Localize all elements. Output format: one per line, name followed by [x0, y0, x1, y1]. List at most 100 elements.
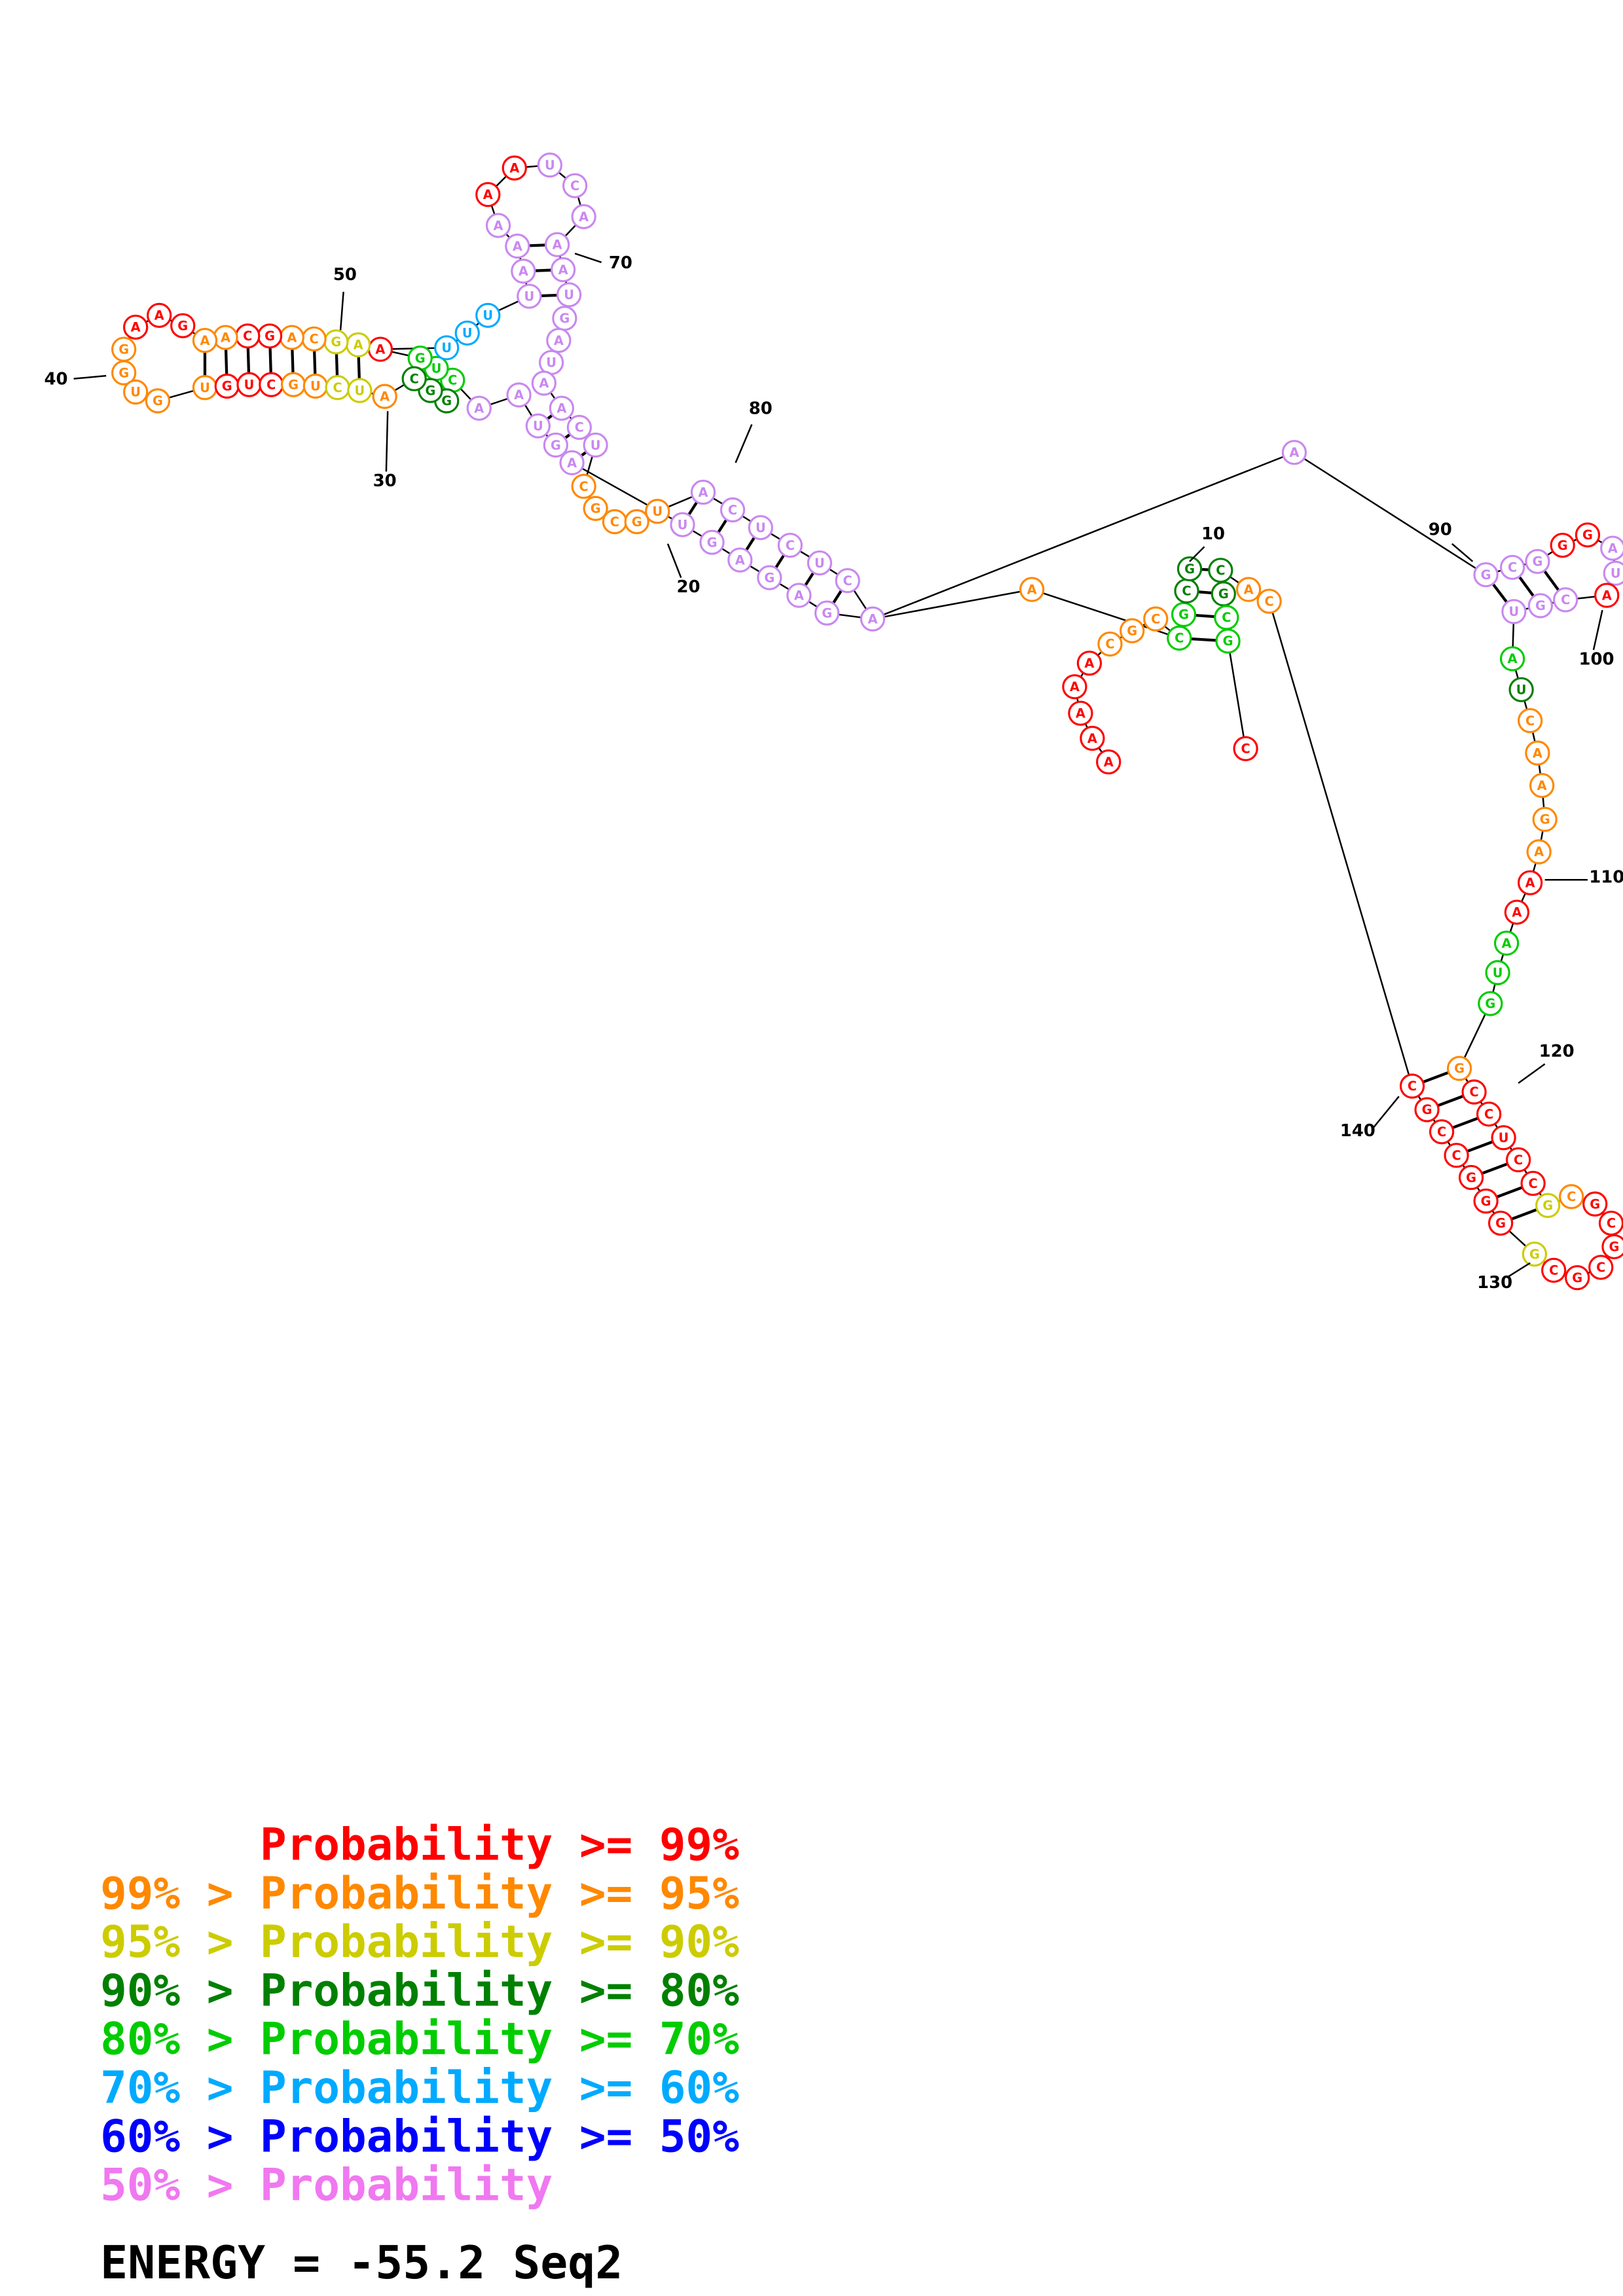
- nucleotide: [1080, 725, 1105, 751]
- label-tick-line: [1506, 1262, 1531, 1279]
- nucleotide: [1019, 577, 1045, 602]
- nucleotide: [583, 432, 608, 458]
- nucleotide: [566, 414, 593, 440]
- nucleotide-letter: A: [287, 330, 297, 345]
- nucleotide: [1096, 749, 1122, 775]
- nucleotide: [1553, 587, 1578, 613]
- nucleotide: [475, 302, 501, 328]
- nucleotide-letter: C: [333, 380, 342, 395]
- nucleotide: [537, 152, 562, 178]
- nucleotide-letter: A: [375, 342, 385, 357]
- nucleotide: [466, 395, 492, 421]
- nucleotide-letter: A: [1087, 731, 1097, 746]
- nucleotide: [777, 532, 803, 558]
- nucleotide: [1068, 700, 1093, 726]
- backbone-line: [1268, 601, 1413, 1086]
- nucleotide-letter: U: [130, 385, 141, 400]
- nucleotide-letter: C: [1151, 611, 1160, 626]
- nucleotide-letter: G: [1223, 634, 1233, 649]
- nucleotide-letter: G: [707, 535, 718, 550]
- nucleotide-letter: U: [200, 380, 210, 395]
- nucleotide-letter: A: [1512, 905, 1522, 920]
- nucleotide-letter: C: [1567, 1189, 1576, 1204]
- nucleotide-letter: A: [556, 401, 566, 416]
- position-label: 130: [1477, 1273, 1512, 1293]
- nucleotide: [1487, 1210, 1514, 1236]
- nucleotide: [1600, 535, 1623, 561]
- nucleotide: [571, 473, 596, 499]
- nucleotide-letter: C: [786, 538, 795, 553]
- nucleotide-letter: C: [410, 371, 419, 386]
- nucleotide-letter: C: [1508, 560, 1517, 575]
- nucleotide: [1076, 651, 1103, 676]
- nucleotide-letter: G: [153, 393, 163, 408]
- nucleotide-letter: G: [1609, 1240, 1620, 1255]
- nucleotide: [559, 450, 585, 476]
- nucleotide: [835, 567, 860, 594]
- nucleotide: [748, 514, 773, 541]
- nucleotide-letter: C: [579, 479, 589, 494]
- nucleotide: [1461, 1079, 1487, 1105]
- nucleotide: [543, 432, 568, 458]
- nucleotide-letter: G: [591, 501, 601, 516]
- nucleotide-letter: U: [756, 520, 766, 535]
- nucleotide-letter: G: [1558, 538, 1568, 553]
- nucleotide-letter: A: [514, 387, 524, 403]
- nucleotide: [544, 232, 570, 257]
- nucleotide: [549, 395, 574, 421]
- legend-line: 90% > Probability >= 80%: [100, 1964, 739, 2016]
- nucleotide-letter: G: [1495, 1216, 1506, 1231]
- nucleotide: [1526, 839, 1552, 865]
- nucleotide-letter: C: [610, 514, 619, 529]
- position-label: 50: [333, 265, 357, 285]
- nucleotide: [1575, 522, 1601, 548]
- nucleotide-letter: A: [794, 588, 804, 603]
- nucleotide: [1499, 646, 1525, 672]
- nucleotide-letter: G: [1532, 554, 1542, 569]
- nucleotide-letter: U: [431, 361, 442, 376]
- position-label: 110: [1589, 868, 1623, 888]
- nucleotide: [1473, 1188, 1499, 1214]
- nucleotide-letter: G: [1542, 1198, 1553, 1213]
- nucleotide-letter: A: [221, 330, 230, 345]
- nucleotide-letter: A: [483, 187, 493, 202]
- nucleotide-letter: C: [1607, 1216, 1616, 1231]
- nucleotide: [1527, 593, 1554, 619]
- label-tick-line: [385, 411, 389, 472]
- nucleotide-letter: A: [509, 160, 519, 175]
- position-label: 40: [45, 370, 68, 389]
- legend-line: Probability >= 99%: [100, 1819, 739, 1871]
- nucleotide: [1505, 1147, 1531, 1173]
- nucleotide-letter: C: [1105, 637, 1114, 652]
- label-tick-line: [1592, 609, 1603, 651]
- nucleotide: [556, 282, 582, 308]
- legend-line: 95% > Probability >= 90%: [100, 1916, 739, 1967]
- label-tick-line: [666, 543, 682, 579]
- nucleotide-letter: A: [354, 338, 363, 353]
- nucleotide-letter: U: [483, 308, 493, 323]
- nucleotide-letter: U: [1499, 1130, 1509, 1145]
- nucleotide-letter: A: [1534, 844, 1544, 859]
- legend-line: 99% > Probability >= 95%: [100, 1867, 739, 1919]
- nucleotide-letter: G: [1178, 607, 1189, 622]
- nucleotide-letter: C: [1484, 1107, 1493, 1122]
- nucleotide: [1120, 618, 1145, 643]
- nucleotide: [1485, 960, 1510, 986]
- legend-line: 80% > Probability >= 70%: [100, 2013, 739, 2065]
- nucleotide-letter: C: [575, 420, 584, 435]
- nucleotide-letter: C: [570, 178, 579, 193]
- nucleotide-letter: U: [1493, 965, 1503, 980]
- nucleotide-letter: C: [843, 573, 852, 588]
- nucleotide-letter: G: [1422, 1102, 1432, 1117]
- nucleotide-letter: U: [462, 326, 473, 341]
- nucleotide-letter: U: [1611, 566, 1621, 581]
- nucleotide: [727, 547, 753, 573]
- nucleotide-letter: G: [1184, 562, 1195, 577]
- nucleotide: [1504, 899, 1530, 925]
- position-label: 90: [1429, 520, 1452, 539]
- nucleotide: [525, 413, 551, 439]
- nucleotide: [123, 314, 149, 340]
- nucleotide-letter: A: [131, 320, 141, 335]
- energy-label: ENERGY = -55.2 Seq2: [100, 2236, 623, 2289]
- nucleotide-letter: C: [1222, 610, 1231, 625]
